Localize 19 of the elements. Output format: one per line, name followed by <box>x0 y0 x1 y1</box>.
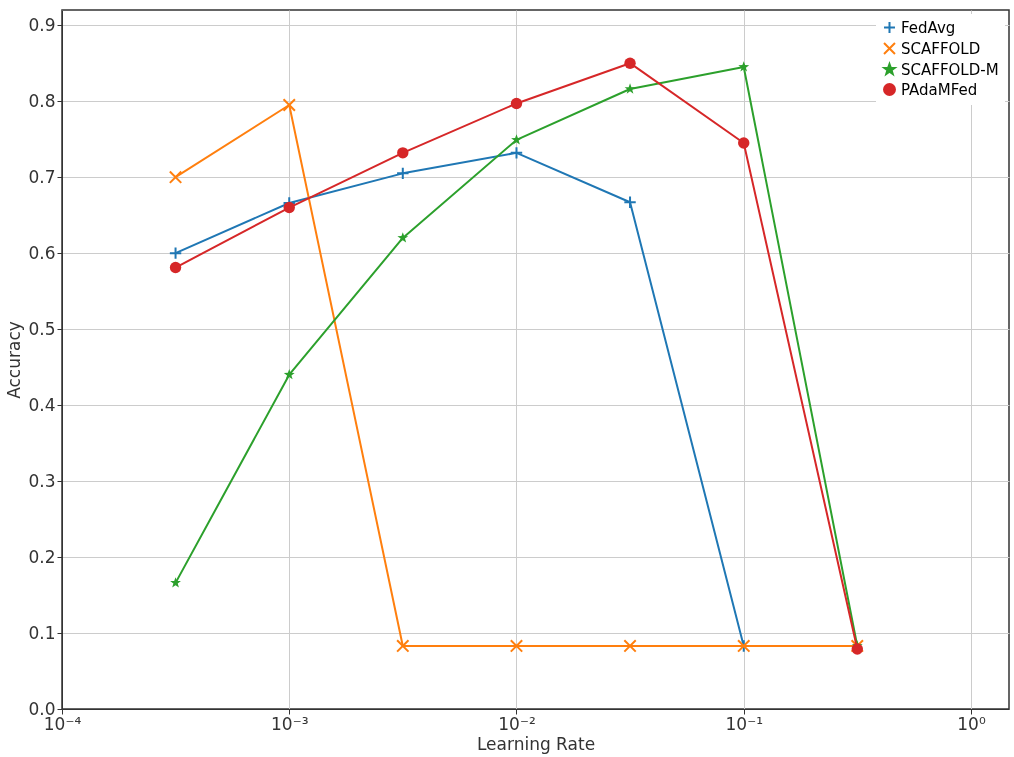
y-tick-label: 0.1 <box>28 622 56 643</box>
legend-label: FedAvg <box>901 18 956 37</box>
y-tick-label: 0.3 <box>28 470 56 491</box>
y-tick-label: 0.6 <box>28 242 56 263</box>
legend-label: SCAFFOLD <box>901 39 981 58</box>
legend-label: PAdaMFed <box>901 80 978 99</box>
x-tick-label: 10⁻¹ <box>725 713 763 734</box>
x-axis-title: Learning Rate <box>476 733 596 754</box>
y-tick-label: 0.2 <box>28 546 56 567</box>
y-axis-title: Accuracy <box>4 321 25 399</box>
y-tick-label: 0.7 <box>28 166 56 187</box>
legend-label: SCAFFOLD-M <box>901 60 999 79</box>
x-tick-label: 10⁻³ <box>271 713 309 734</box>
y-tick-label: 0.8 <box>28 90 56 111</box>
y-tick-label: 0.9 <box>28 14 56 35</box>
x-tick-label: 10⁰ <box>957 713 986 734</box>
y-tick-label: 0.4 <box>28 394 56 415</box>
x-tick-label: 10⁻² <box>498 713 536 734</box>
y-tick-label: 0.5 <box>28 318 56 339</box>
